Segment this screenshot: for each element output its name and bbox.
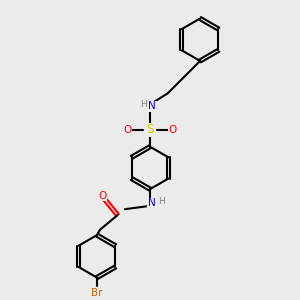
Text: H: H	[158, 197, 165, 206]
Text: O: O	[123, 124, 131, 135]
Text: O: O	[169, 124, 177, 135]
Text: H: H	[140, 100, 147, 109]
Text: Br: Br	[91, 288, 103, 298]
Text: N: N	[148, 101, 156, 111]
Text: N: N	[148, 198, 155, 208]
Text: S: S	[146, 123, 154, 136]
Text: O: O	[99, 191, 107, 201]
